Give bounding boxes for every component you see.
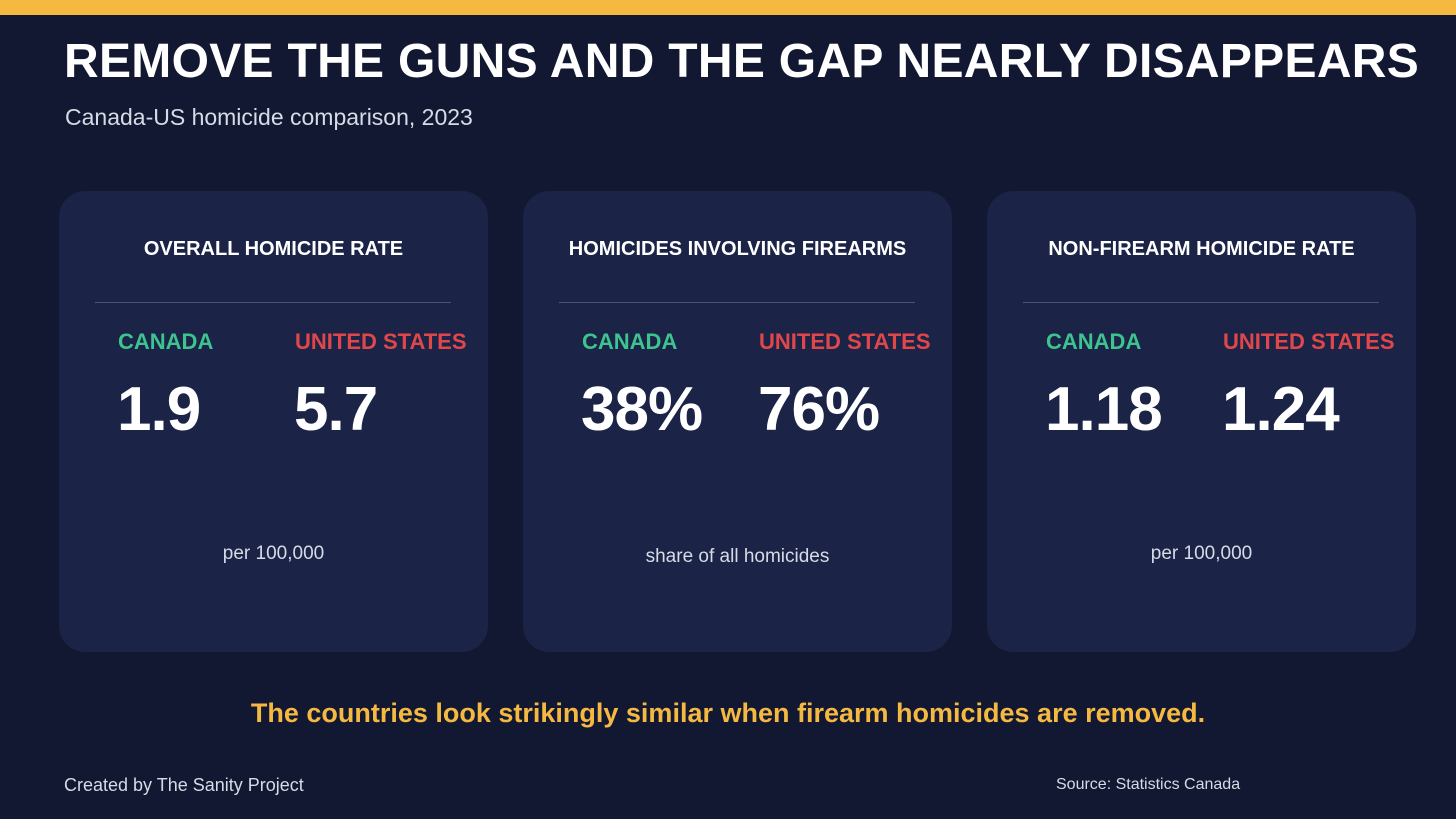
card-non-firearm-homicide-rate: NON-FIREARM HOMICIDE RATE CANADA UNITED … xyxy=(987,191,1416,652)
united-states-label: UNITED STATES xyxy=(1223,329,1395,354)
canada-value: 38% xyxy=(581,375,703,444)
conclusion-text: The countries look strikingly similar wh… xyxy=(250,698,1206,728)
card-divider xyxy=(1023,302,1379,303)
canada-label: CANADA xyxy=(118,329,214,354)
canada-label: CANADA xyxy=(582,329,678,354)
canada-value: 1.18 xyxy=(1045,375,1163,444)
page-title: REMOVE THE GUNS AND THE GAP NEARLY DISAP… xyxy=(64,35,1420,88)
united-states-value: 5.7 xyxy=(294,375,378,444)
united-states-value: 1.24 xyxy=(1222,375,1340,444)
card-divider xyxy=(95,302,451,303)
card-unit: per 100,000 xyxy=(1150,543,1253,564)
top-accent-bar xyxy=(0,0,1456,15)
canada-value: 1.9 xyxy=(117,375,201,444)
united-states-label: UNITED STATES xyxy=(759,329,931,354)
card-firearm-share: HOMICIDES INVOLVING FIREARMS CANADA UNIT… xyxy=(523,191,952,652)
page-subtitle: Canada-US homicide comparison, 2023 xyxy=(65,104,473,130)
card-title: HOMICIDES INVOLVING FIREARMS xyxy=(568,238,907,260)
card-title: OVERALL HOMICIDE RATE xyxy=(143,238,404,260)
card-divider xyxy=(559,302,915,303)
united-states-label: UNITED STATES xyxy=(295,329,467,354)
united-states-value: 76% xyxy=(758,375,880,444)
source-text: Source: Statistics Canada xyxy=(1056,776,1241,793)
canada-label: CANADA xyxy=(1046,329,1142,354)
credit-text: Created by The Sanity Project xyxy=(64,775,304,795)
card-unit: per 100,000 xyxy=(222,543,325,564)
card-overall-homicide-rate: OVERALL HOMICIDE RATE CANADA UNITED STAT… xyxy=(59,191,488,652)
card-unit: share of all homicides xyxy=(645,546,830,567)
card-title: NON-FIREARM HOMICIDE RATE xyxy=(1048,238,1355,260)
